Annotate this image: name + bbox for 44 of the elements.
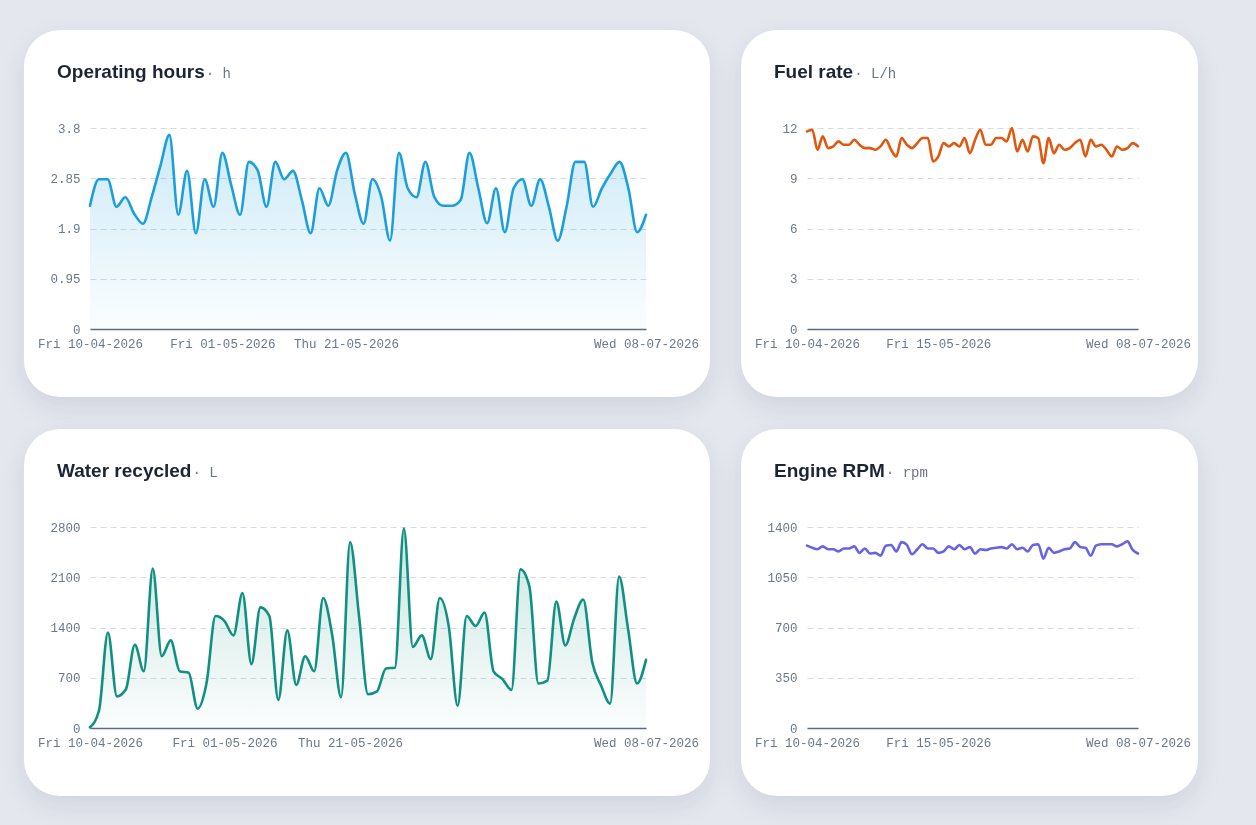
y-tick-label: 6 <box>789 223 798 237</box>
y-tick-label: 700 <box>774 622 798 636</box>
x-tick-label: Fri 15-05-2026 <box>886 736 992 751</box>
y-tick-label: 12 <box>782 122 798 137</box>
y-tick-label: 0 <box>72 323 81 338</box>
y-tick-label: 1400 <box>50 622 81 636</box>
y-tick-label: 1050 <box>767 571 798 586</box>
y-tick-label: 3 <box>789 273 798 288</box>
y-tick-label: 0 <box>72 722 81 737</box>
y-tick-label: 1.9 <box>57 223 81 237</box>
y-tick-label: 1400 <box>767 521 798 536</box>
y-tick-label: 3.8 <box>57 122 81 137</box>
y-tick-label: 2800 <box>50 521 81 536</box>
x-tick-label: Thu 21-05-2026 <box>293 337 399 352</box>
line-series <box>805 540 1140 560</box>
y-tick-label: 0 <box>789 722 798 737</box>
x-tick-label: Thu 21-05-2026 <box>298 736 404 751</box>
chart-title: Engine RPM <box>774 460 885 482</box>
x-tick-label: Wed 08-07-2026 <box>593 736 700 751</box>
x-tick-label: Wed 08-07-2026 <box>1085 337 1192 352</box>
line-series <box>805 126 1140 165</box>
x-tick-label: Fri 01-05-2026 <box>170 337 276 352</box>
chart-title: Operating hours <box>57 61 205 83</box>
y-tick-label: 700 <box>57 672 81 687</box>
y-tick-label: 0 <box>789 323 798 338</box>
y-tick-label: 0.95 <box>50 273 81 288</box>
chart-title: Fuel rate <box>774 61 854 83</box>
y-tick-label: 9 <box>789 172 798 187</box>
x-tick-label: Wed 08-07-2026 <box>1085 736 1192 751</box>
x-tick-label: Fri 01-05-2026 <box>172 736 278 751</box>
x-tick-label: Fri 10-04-2026 <box>754 736 861 751</box>
chart-title: Water recycled <box>57 460 192 482</box>
y-axis-title: · h <box>205 66 232 82</box>
y-tick-label: 2.85 <box>50 172 81 187</box>
x-tick-label: Fri 15-05-2026 <box>886 337 992 352</box>
x-tick-label: Fri 10-04-2026 <box>754 337 861 352</box>
y-axis-title: · L <box>192 465 218 481</box>
y-tick-label: 2100 <box>50 571 81 586</box>
y-axis-title: · rpm <box>885 465 928 481</box>
y-tick-label: 350 <box>774 672 798 687</box>
x-tick-label: Fri 10-04-2026 <box>37 337 144 352</box>
x-tick-label: Wed 08-07-2026 <box>593 337 700 352</box>
x-tick-label: Fri 10-04-2026 <box>37 736 144 751</box>
y-axis-title: · L/h <box>854 66 897 82</box>
